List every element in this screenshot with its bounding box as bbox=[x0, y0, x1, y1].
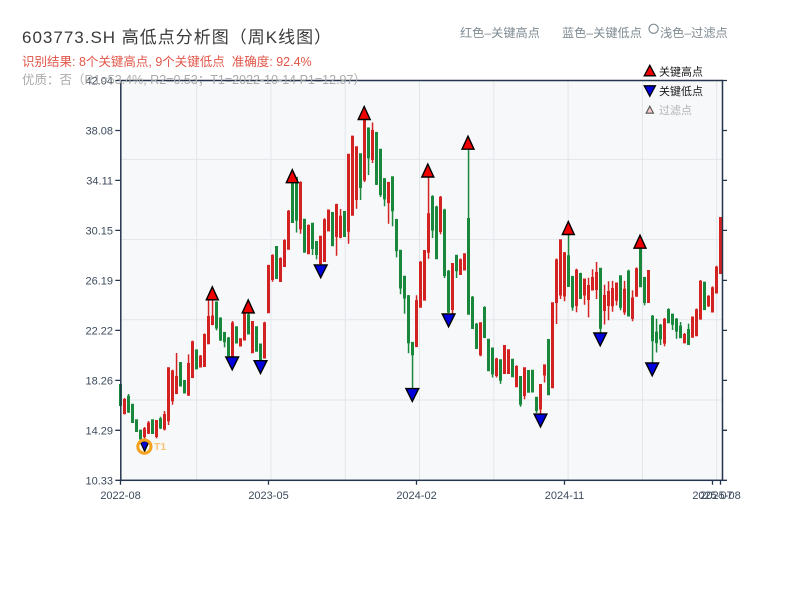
svg-text:2022-08: 2022-08 bbox=[100, 490, 140, 502]
svg-text:2025-07: 2025-07 bbox=[692, 490, 732, 502]
svg-text:2024-11: 2024-11 bbox=[545, 490, 585, 502]
svg-text:38.08: 38.08 bbox=[85, 126, 113, 138]
svg-text:过滤点: 过滤点 bbox=[659, 104, 692, 117]
svg-text:26.19: 26.19 bbox=[85, 275, 113, 287]
svg-text:42.04: 42.04 bbox=[85, 76, 113, 88]
svg-text:2024-02: 2024-02 bbox=[396, 490, 436, 502]
svg-text:2025-08: 2025-08 bbox=[700, 490, 740, 502]
svg-text:14.29: 14.29 bbox=[85, 425, 113, 437]
svg-text:30.15: 30.15 bbox=[85, 225, 113, 237]
svg-text:T1: T1 bbox=[154, 441, 166, 453]
svg-text:10.33: 10.33 bbox=[85, 475, 113, 487]
svg-text:关键高点: 关键高点 bbox=[659, 65, 703, 79]
svg-text:18.26: 18.26 bbox=[85, 375, 113, 387]
svg-text:22.22: 22.22 bbox=[85, 325, 113, 337]
svg-text:关键低点: 关键低点 bbox=[659, 84, 703, 98]
svg-text:2023-05: 2023-05 bbox=[248, 490, 288, 502]
svg-text:34.11: 34.11 bbox=[86, 175, 113, 187]
